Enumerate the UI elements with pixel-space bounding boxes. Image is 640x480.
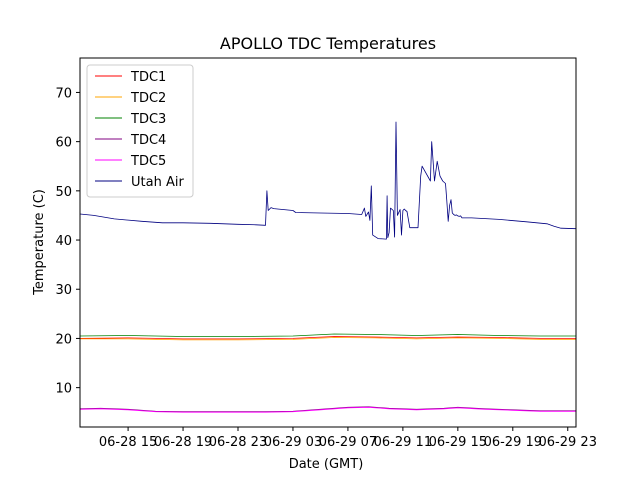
series-line-tdc2: [80, 337, 576, 341]
legend-label: TDC3: [130, 112, 166, 127]
legend-label: TDC5: [130, 154, 166, 169]
series-line-utah-air: [80, 121, 576, 240]
y-tick-label: 70: [55, 86, 72, 101]
x-axis-title: Date (GMT): [289, 457, 364, 472]
chart-title: APOLLO TDC Temperatures: [220, 34, 436, 53]
y-axis-title: Temperature (C): [32, 189, 47, 296]
series-layer: [80, 121, 576, 413]
x-tick-label: 06-28 23: [209, 435, 267, 450]
legend-label: TDC1: [130, 70, 166, 85]
y-axis: 10 20 30 40 50 60 70: [55, 86, 80, 397]
legend-label: Utah Air: [131, 175, 184, 190]
y-tick-label: 20: [55, 332, 72, 347]
x-tick-label: 06-29 07: [319, 435, 377, 450]
series-line-tdc4: [80, 406, 576, 413]
series-line-tdc1: [80, 336, 576, 340]
plot-frame: [79, 57, 577, 428]
y-tick-label: 40: [55, 234, 72, 249]
legend-label: TDC2: [130, 91, 166, 106]
legend-label: TDC4: [130, 133, 166, 148]
y-tick-label: 10: [55, 382, 72, 397]
y-tick-label: 30: [55, 283, 72, 298]
series-line-tdc5: [80, 406, 576, 413]
x-tick-label: 06-29 23: [539, 435, 597, 450]
x-tick-label: 06-28 15: [99, 435, 157, 450]
x-tick-label: 06-29 11: [374, 435, 432, 450]
x-tick-label: 06-29 03: [264, 435, 322, 450]
legend: TDC1 TDC2 TDC3 TDC4 TDC5 Utah Air: [86, 64, 194, 198]
y-tick-label: 60: [55, 136, 72, 151]
x-tick-label: 06-29 19: [484, 435, 542, 450]
y-tick-label: 50: [55, 185, 72, 200]
legend-box: [86, 64, 194, 198]
x-tick-label: 06-28 19: [154, 435, 212, 450]
series-line-tdc3: [80, 333, 576, 337]
x-tick-label: 06-29 15: [429, 435, 487, 450]
